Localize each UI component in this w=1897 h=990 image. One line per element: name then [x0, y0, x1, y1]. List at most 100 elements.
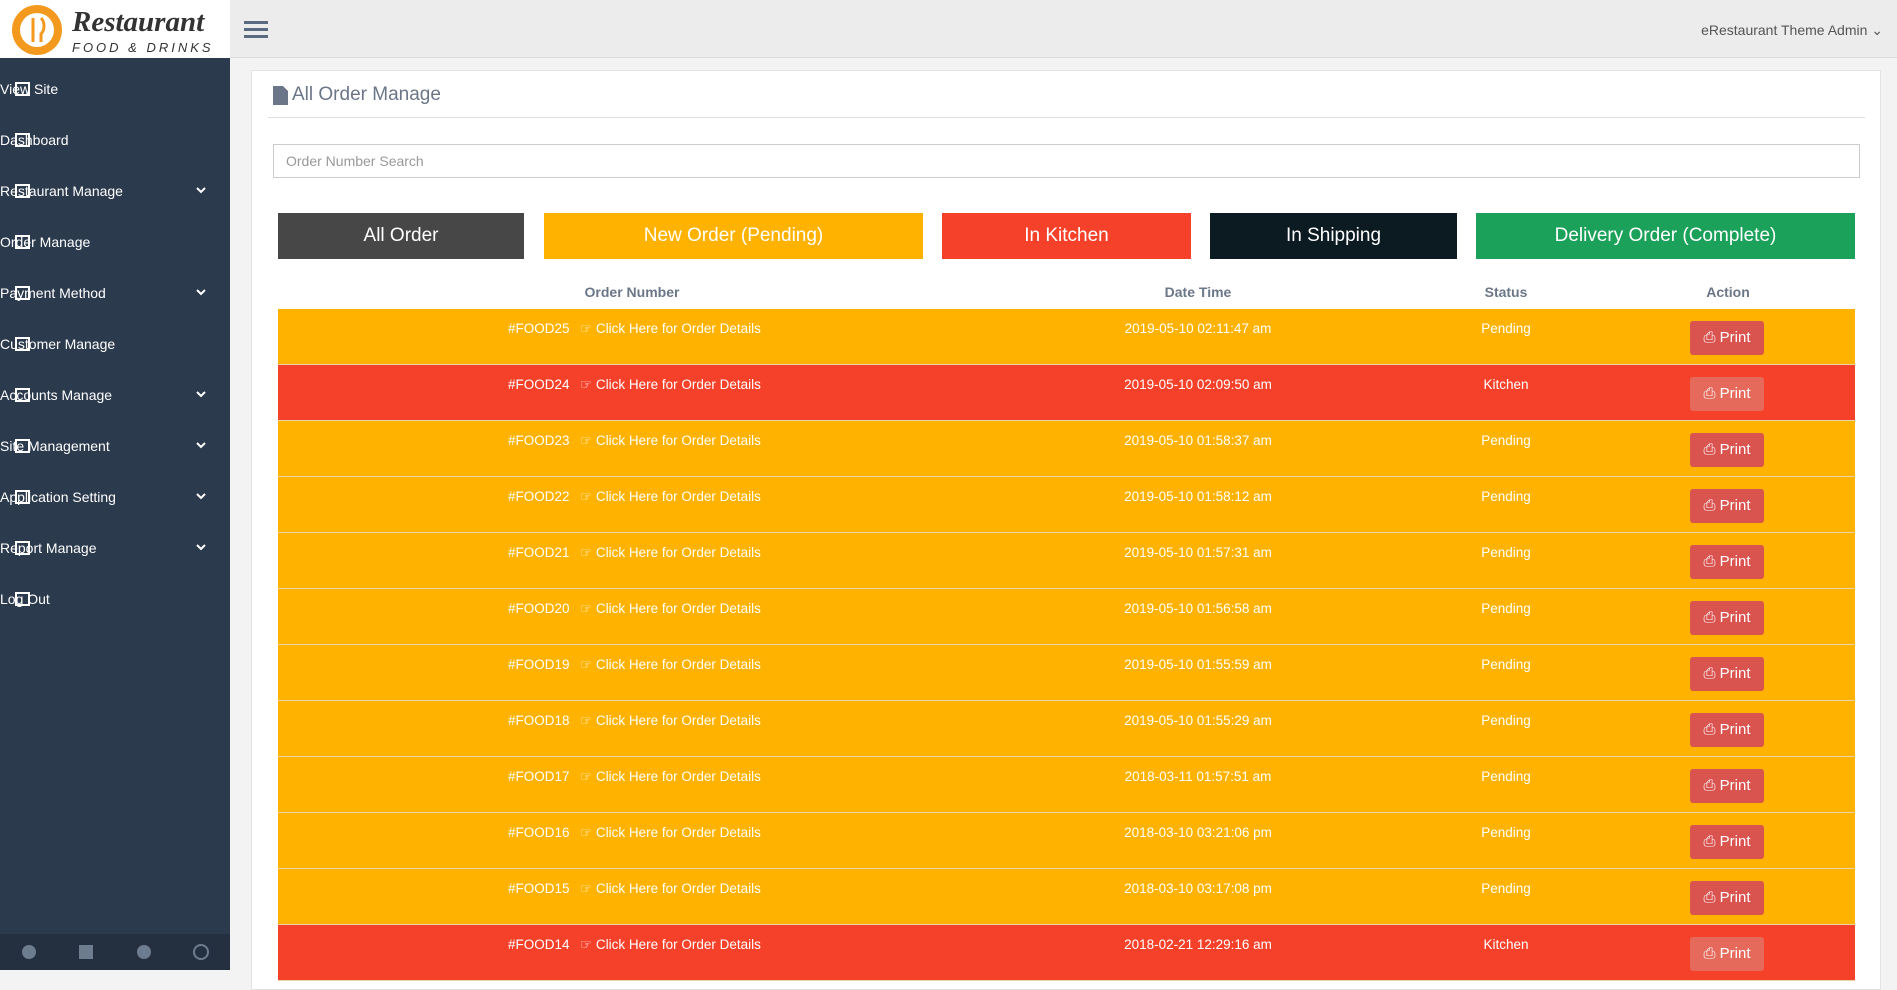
order-link[interactable]: ☞ Click Here for Order Details — [580, 545, 761, 561]
print-icon: ⎙ — [1703, 833, 1720, 850]
order-link[interactable]: ☞ Click Here for Order Details — [580, 881, 761, 897]
order-status: Kitchen — [1483, 937, 1529, 952]
print-button[interactable]: ⎙ Print — [1690, 601, 1764, 635]
chevron — [196, 493, 206, 500]
order-datetime: 2018-02-21 12:29:16 am — [1124, 937, 1272, 952]
filter-button[interactable]: New Order (Pending) — [544, 213, 923, 259]
order-status: Pending — [1481, 657, 1531, 672]
order-link[interactable]: ☞ Click Here for Order Details — [580, 657, 761, 673]
print-icon: ⎙ — [1703, 609, 1720, 626]
print-button[interactable]: ⎙ Print — [1690, 825, 1764, 859]
order-link[interactable]: ☞ Click Here for Order Details — [580, 489, 761, 505]
column-header: Order Number — [584, 284, 680, 300]
nav-item[interactable]: Accounts Manage — [0, 375, 230, 415]
order-status: Kitchen — [1483, 377, 1529, 392]
nav-label: Site Management — [0, 438, 110, 454]
filter-button[interactable]: Delivery Order (Complete) — [1476, 213, 1855, 259]
order-status: Pending — [1481, 489, 1531, 504]
order-link[interactable]: ☞ Click Here for Order Details — [580, 321, 761, 337]
print-button[interactable]: ⎙ Print — [1690, 713, 1764, 747]
print-button[interactable]: ⎙ Print — [1690, 769, 1764, 803]
filter-button[interactable]: All Order — [278, 213, 524, 259]
nav-item[interactable]: Customer Manage — [0, 324, 230, 364]
nav-item[interactable]: Application Setting — [0, 477, 230, 517]
print-button[interactable]: ⎙ Print — [1690, 433, 1764, 467]
link-icon: ☞ — [580, 545, 596, 560]
nav-item[interactable]: Report Manage — [0, 528, 230, 568]
user-name: eRestaurant Theme Admin — [1701, 22, 1868, 38]
user-menu[interactable]: eRestaurant Theme Admin ⌄ — [1701, 22, 1883, 38]
nav-item[interactable]: Log Out — [0, 579, 230, 619]
order-row: #FOOD17 ☞ Click Here for Order Details 201… — [278, 757, 1855, 813]
nav-item[interactable]: Restaurant Manage — [0, 171, 230, 211]
print-label: Print — [1719, 329, 1751, 346]
logo-icon — [12, 5, 62, 55]
print-button[interactable]: ⎙ Print — [1690, 937, 1764, 971]
print-label: Print — [1719, 665, 1751, 682]
print-label: Print — [1719, 889, 1751, 906]
order-link-text: Click Here for Order Details — [595, 433, 761, 448]
link-icon: ☞ — [580, 713, 596, 728]
link-icon: ☞ — [580, 769, 596, 784]
order-link[interactable]: ☞ Click Here for Order Details — [580, 601, 761, 617]
nav-item[interactable]: Site Management — [0, 426, 230, 466]
order-datetime: 2019-05-10 01:55:59 am — [1124, 657, 1272, 672]
print-icon: ⎙ — [1703, 497, 1720, 514]
nav-label: View Site — [0, 81, 59, 97]
order-link[interactable]: ☞ Click Here for Order Details — [580, 433, 761, 449]
order-link[interactable]: ☞ Click Here for Order Details — [580, 825, 761, 841]
search-input[interactable]: Order Number Search — [273, 144, 1860, 178]
order-status: Pending — [1481, 825, 1531, 840]
order-row: #FOOD14 ☞ Click Here for Order Details 201… — [278, 925, 1855, 981]
filter-button[interactable]: In Shipping — [1210, 213, 1457, 259]
filter-button[interactable]: In Kitchen — [942, 213, 1191, 259]
print-button[interactable]: ⎙ Print — [1690, 321, 1764, 355]
link-icon: ☞ — [580, 433, 596, 448]
print-button[interactable]: ⎙ Print — [1690, 545, 1764, 579]
print-button[interactable]: ⎙ Print — [1690, 881, 1764, 915]
order-row: #FOOD18 ☞ Click Here for Order Details 201… — [278, 701, 1855, 757]
print-icon: ⎙ — [1703, 329, 1720, 346]
nav-item[interactable]: Dashboard — [0, 120, 230, 160]
order-link[interactable]: ☞ Click Here for Order Details — [580, 769, 761, 785]
print-icon: ⎙ — [1703, 889, 1720, 906]
nav-label: Order Manage — [0, 234, 91, 250]
nav-item[interactable]: Payment Method — [0, 273, 230, 313]
link-icon: ☞ — [580, 657, 596, 672]
order-status: Pending — [1481, 601, 1531, 616]
order-row: #FOOD15 ☞ Click Here for Order Details 201… — [278, 869, 1855, 925]
nav-icon — [15, 184, 30, 198]
brand: Restaurant — [72, 6, 205, 38]
column-header: Action — [1706, 284, 1750, 300]
order-status: Pending — [1481, 769, 1531, 784]
nav-item[interactable]: Order Manage — [0, 222, 230, 262]
nav-item[interactable]: View Site — [0, 69, 230, 109]
order-number: #FOOD18 — [508, 713, 570, 728]
nav-icon — [15, 541, 30, 555]
print-button[interactable]: ⎙ Print — [1690, 657, 1764, 691]
nav-label: Report Manage — [0, 540, 97, 556]
menu-toggle[interactable] — [244, 19, 268, 41]
print-label: Print — [1719, 945, 1751, 962]
print-button[interactable]: ⎙ Print — [1690, 377, 1764, 411]
order-row: #FOOD24 ☞ Click Here for Order Details 201… — [278, 365, 1855, 421]
nav-label: Log Out — [0, 591, 50, 607]
print-label: Print — [1719, 833, 1751, 850]
order-link[interactable]: ☞ Click Here for Order Details — [580, 937, 761, 953]
link-icon: ☞ — [580, 937, 596, 952]
print-button[interactable]: ⎙ Print — [1690, 489, 1764, 523]
order-number: #FOOD16 — [508, 825, 570, 840]
order-link-text: Click Here for Order Details — [595, 937, 761, 952]
logo[interactable]: Restaurant FOOD & DRINKS — [0, 0, 230, 58]
order-number: #FOOD24 — [508, 377, 570, 392]
column-header: Date Time — [1164, 284, 1232, 300]
link-icon: ☞ — [580, 377, 596, 392]
order-number: #FOOD14 — [508, 937, 570, 952]
nav-icon — [15, 490, 30, 504]
order-number: #FOOD15 — [508, 881, 570, 896]
order-link[interactable]: ☞ Click Here for Order Details — [580, 713, 761, 729]
order-link[interactable]: ☞ Click Here for Order Details — [580, 377, 761, 393]
link-icon: ☞ — [580, 489, 596, 504]
order-number: #FOOD25 — [508, 321, 570, 336]
order-link-text: Click Here for Order Details — [595, 489, 761, 504]
